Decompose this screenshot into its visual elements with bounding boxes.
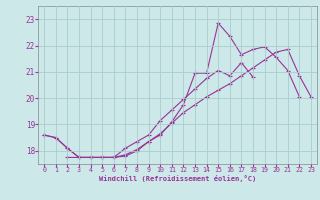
X-axis label: Windchill (Refroidissement éolien,°C): Windchill (Refroidissement éolien,°C)	[99, 175, 256, 182]
